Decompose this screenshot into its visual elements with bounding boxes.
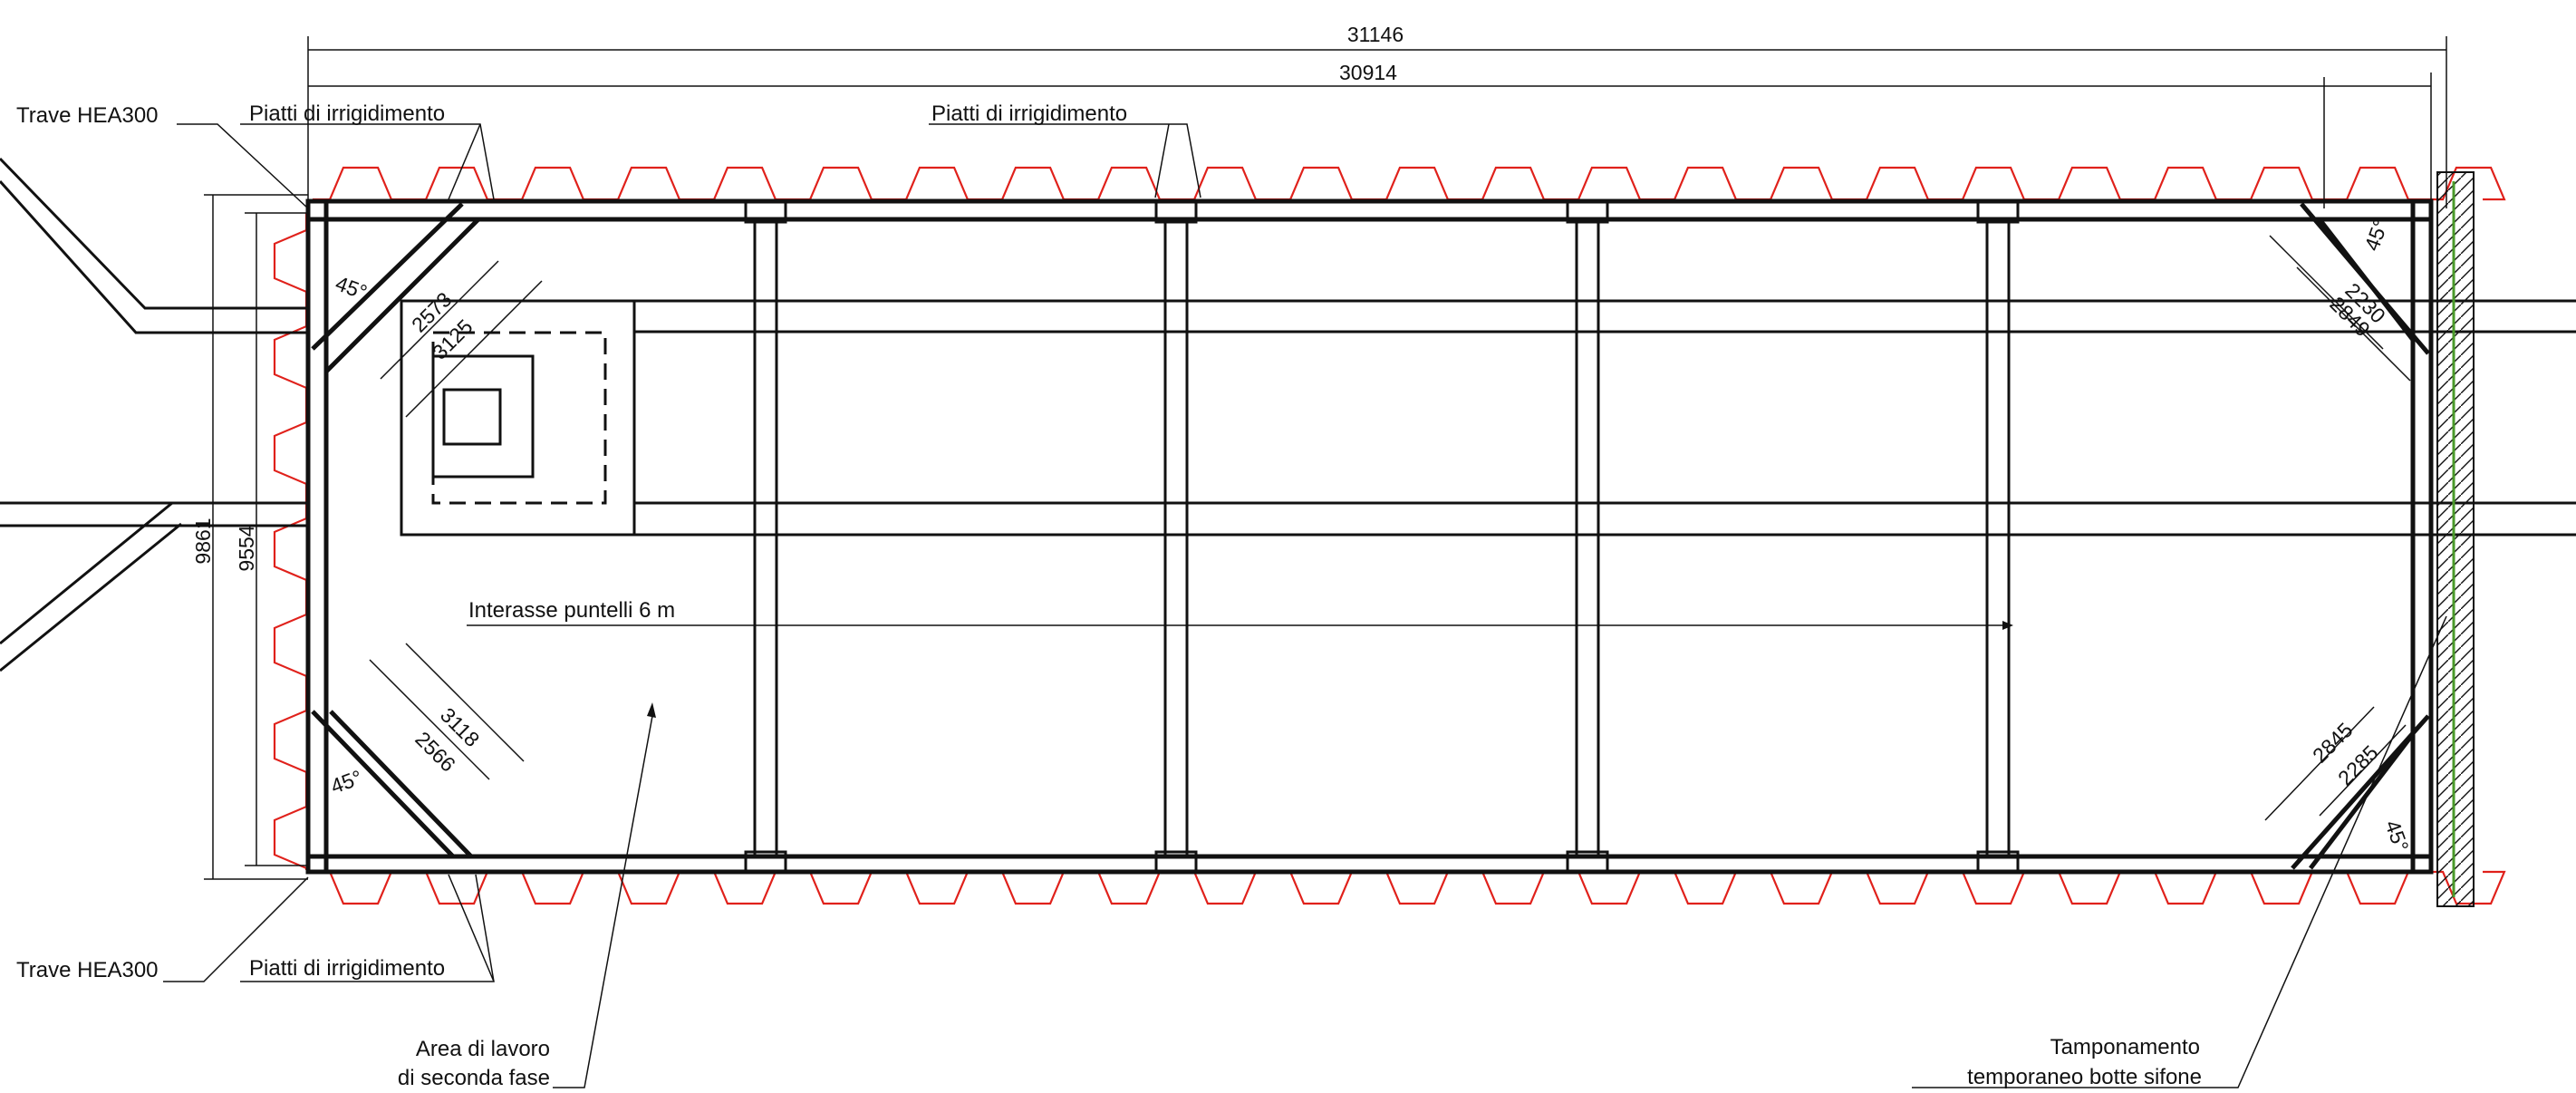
label-strut-spacing: Interasse puntelli 6 m xyxy=(468,598,675,623)
label-plates-bottom: Piatti di irrigidimento xyxy=(249,956,445,981)
dim-height-outer: 9861 xyxy=(191,517,215,564)
dim-tr-angle: 45° xyxy=(2359,216,2392,254)
dim-overall-inner: 30914 xyxy=(1339,61,1397,84)
left-pipe-lines xyxy=(0,157,308,672)
label-beam-bottom: Trave HEA300 xyxy=(16,958,159,982)
right-closure-wall xyxy=(2436,171,2475,907)
sheet-pile-wall-left xyxy=(273,213,308,870)
vertical-strut xyxy=(1154,199,1198,874)
dim-br-angle: 45° xyxy=(2380,817,2413,855)
vertical-strut xyxy=(744,199,787,874)
dim-height-inner: 9554 xyxy=(235,525,258,571)
dim-bl-angle: 45° xyxy=(327,765,365,798)
pipe-lines xyxy=(634,299,2576,537)
label-work-area-line2: di seconda fase xyxy=(398,1066,550,1090)
main-frame xyxy=(305,198,2434,875)
leader-lines xyxy=(163,123,2447,1088)
label-work-area-line1: Area di lavoro xyxy=(416,1037,550,1061)
label-plates-top-center: Piatti di irrigidimento xyxy=(931,102,1127,126)
sheet-pile-wall-top xyxy=(313,166,2506,201)
label-closure-line1: Tamponamento xyxy=(2050,1035,2200,1059)
sheet-pile-wall-bottom xyxy=(313,870,2506,905)
dim-overall-outer: 31146 xyxy=(1347,23,1404,46)
label-closure-line2: temporaneo botte sifone xyxy=(1967,1065,2202,1089)
label-plates-top-left: Piatti di irrigidimento xyxy=(249,102,445,126)
vertical-strut xyxy=(1976,199,2020,874)
vertical-strut xyxy=(1566,199,1609,874)
work-shaft xyxy=(400,299,636,537)
corner-struts xyxy=(311,202,2430,870)
label-beam-top: Trave HEA300 xyxy=(16,103,159,128)
vertical-struts xyxy=(744,199,2020,874)
dimension-lines xyxy=(204,36,2447,880)
